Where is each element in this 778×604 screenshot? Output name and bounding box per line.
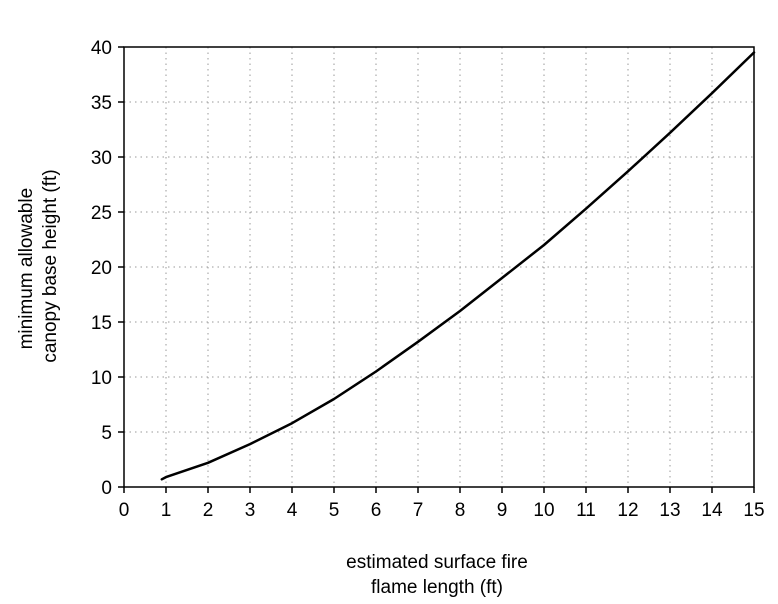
y-tick-label: 5: [101, 423, 112, 444]
x-tick-label: 12: [617, 500, 638, 521]
x-tick-label: 4: [287, 500, 298, 521]
y-axis-title: minimum allowable canopy base height (ft…: [16, 169, 61, 362]
x-tick-label: 8: [455, 500, 466, 521]
y-tick-label: 10: [91, 368, 112, 389]
y-tick-label: 25: [91, 203, 112, 224]
x-tick-label: 5: [329, 500, 340, 521]
y-axis: 0 5 10 15 20 25 30 35 40: [91, 38, 124, 499]
x-tick-label: 11: [576, 500, 596, 521]
y-tick-label: 35: [91, 93, 112, 114]
x-tick-label: 1: [161, 500, 172, 521]
gridlines: [124, 47, 754, 487]
y-tick-label: 15: [91, 313, 112, 334]
x-axis: 0 1 2 3 4 5 6 7 8 9 10 11 12 13 14 15: [119, 487, 765, 521]
x-tick-label: 15: [743, 500, 764, 521]
x-axis-title-line-1: estimated surface fire: [346, 552, 528, 573]
x-tick-label: 13: [659, 500, 680, 521]
y-tick-label: 0: [101, 478, 112, 499]
x-tick-label: 10: [533, 500, 554, 521]
y-axis-title-line-1: minimum allowable: [16, 188, 37, 350]
x-tick-label: 7: [413, 500, 424, 521]
x-tick-label: 0: [119, 500, 130, 521]
x-tick-label: 3: [245, 500, 256, 521]
y-tick-label: 20: [91, 258, 112, 279]
series-line: [160, 51, 756, 481]
x-tick-label: 6: [371, 500, 382, 521]
x-tick-label: 9: [497, 500, 508, 521]
y-axis-title-line-2: canopy base height (ft): [40, 169, 61, 362]
x-axis-title-line-2: flame length (ft): [371, 577, 503, 598]
y-tick-label: 40: [91, 38, 112, 59]
x-tick-label: 14: [701, 500, 723, 521]
x-tick-label: 2: [203, 500, 214, 521]
y-tick-label: 30: [91, 148, 112, 169]
